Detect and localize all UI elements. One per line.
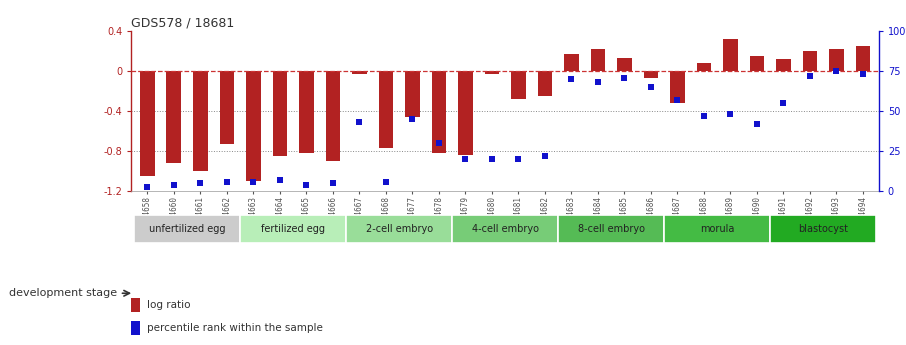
Point	[591, 80, 605, 85]
Point	[749, 121, 764, 127]
Bar	[855, 46, 870, 71]
Bar	[670, 71, 685, 103]
Point	[617, 75, 631, 80]
Text: percentile rank within the sample: percentile rank within the sample	[147, 323, 323, 333]
Point	[803, 73, 817, 79]
Text: 2-cell embryo: 2-cell embryo	[365, 225, 433, 234]
Point	[379, 179, 393, 185]
Bar	[723, 39, 737, 71]
Bar	[352, 71, 367, 74]
FancyBboxPatch shape	[346, 215, 452, 244]
Point	[299, 182, 313, 188]
Bar	[131, 298, 140, 312]
Bar	[431, 71, 446, 154]
Bar	[511, 71, 525, 99]
Bar	[643, 71, 658, 78]
Text: unfertilized egg: unfertilized egg	[149, 225, 226, 234]
Bar	[776, 59, 791, 71]
Point	[855, 72, 870, 77]
Point	[458, 157, 473, 162]
Point	[325, 181, 340, 186]
Point	[273, 177, 287, 183]
Point	[246, 179, 261, 185]
Text: fertilized egg: fertilized egg	[261, 225, 325, 234]
FancyBboxPatch shape	[558, 215, 664, 244]
Point	[643, 85, 658, 90]
Point	[219, 179, 234, 185]
Bar	[299, 71, 313, 154]
Text: development stage: development stage	[9, 288, 117, 298]
Bar	[246, 71, 261, 181]
Bar	[458, 71, 473, 155]
Bar	[537, 71, 552, 96]
Point	[564, 77, 579, 82]
Point	[723, 112, 737, 117]
Bar	[697, 63, 711, 71]
Bar	[193, 71, 207, 171]
Bar	[803, 51, 817, 71]
Point	[167, 182, 181, 188]
Point	[193, 181, 207, 186]
Point	[405, 117, 419, 122]
Bar	[829, 49, 843, 71]
Bar	[219, 71, 234, 144]
Bar	[140, 71, 155, 176]
FancyBboxPatch shape	[134, 215, 240, 244]
Bar	[617, 58, 631, 71]
Point	[829, 68, 843, 74]
Bar	[167, 71, 181, 164]
Text: 8-cell embryo: 8-cell embryo	[578, 225, 644, 234]
Point	[697, 113, 711, 119]
Point	[140, 184, 155, 189]
FancyBboxPatch shape	[770, 215, 876, 244]
Text: 4-cell embryo: 4-cell embryo	[472, 225, 538, 234]
Bar	[564, 54, 579, 71]
Bar	[405, 71, 419, 117]
Bar	[379, 71, 393, 148]
Bar	[325, 71, 340, 161]
FancyBboxPatch shape	[664, 215, 770, 244]
Point	[431, 141, 446, 146]
Text: GDS578 / 18681: GDS578 / 18681	[131, 17, 235, 30]
Text: morula: morula	[700, 225, 735, 234]
FancyBboxPatch shape	[452, 215, 558, 244]
Point	[537, 154, 552, 159]
Point	[670, 97, 685, 103]
Bar	[131, 321, 140, 335]
Text: blastocyst: blastocyst	[798, 225, 848, 234]
Bar	[591, 49, 605, 71]
Point	[511, 157, 525, 162]
Bar	[749, 56, 764, 71]
Point	[776, 100, 791, 106]
FancyBboxPatch shape	[240, 215, 346, 244]
Bar	[485, 71, 499, 74]
Text: log ratio: log ratio	[147, 300, 190, 310]
Point	[485, 157, 499, 162]
Point	[352, 120, 367, 125]
Bar	[273, 71, 287, 156]
